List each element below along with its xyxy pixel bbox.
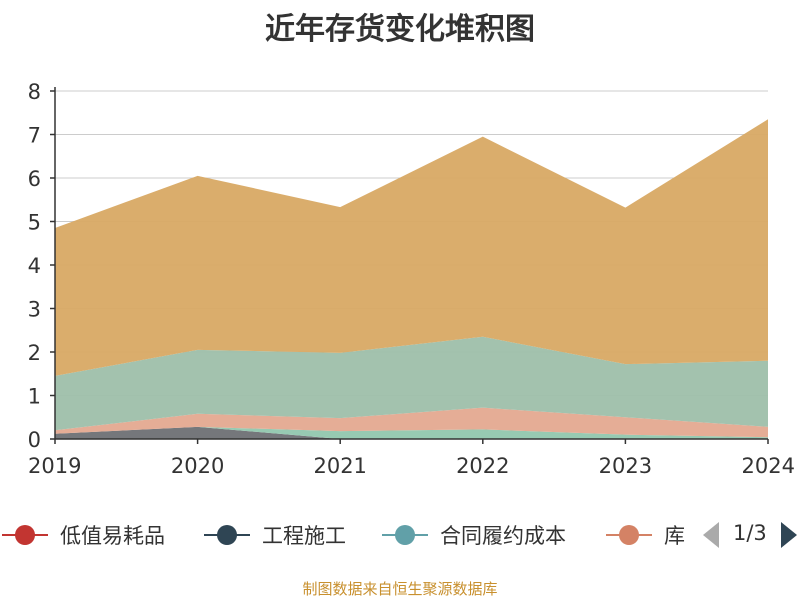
y-tick-label: 7 (28, 124, 41, 148)
legend: 低值易耗品 工程施工 合同履约成本 库 (0, 515, 686, 555)
legend-marker-dot (217, 525, 237, 545)
y-tick-label: 3 (28, 298, 41, 322)
area-series-1 (55, 426, 768, 439)
y-tick-label: 5 (28, 211, 41, 235)
x-tick-label: 2019 (28, 454, 81, 478)
y-tick-label: 6 (28, 167, 41, 191)
legend-page-indicator: 1/3 (733, 521, 767, 545)
y-tick-label: 4 (28, 254, 41, 278)
legend-marker-dot (15, 525, 35, 545)
x-tick-label: 2021 (313, 454, 366, 478)
y-tick-label: 1 (28, 385, 41, 409)
legend-item[interactable]: 合同履约成本 (380, 515, 610, 555)
legend-label: 库 (664, 524, 685, 548)
y-tick-label: 0 (28, 428, 41, 452)
legend-marker-icon (382, 525, 428, 545)
legend-item[interactable]: 低值易耗品 (0, 515, 230, 555)
legend-item[interactable]: 工程施工 (202, 515, 432, 555)
legend-marker-icon (606, 525, 652, 545)
y-tick-label: 2 (28, 341, 41, 365)
chart-title: 近年存货变化堆积图 (265, 12, 535, 47)
area-series-0 (55, 426, 768, 439)
legend-label: 工程施工 (262, 524, 346, 548)
area-series-2 (55, 407, 768, 438)
legend-marker-dot (395, 525, 415, 545)
legend-prev-arrow-icon[interactable] (703, 522, 719, 548)
x-tick-label: 2024 (742, 454, 795, 478)
x-tick-label: 2023 (599, 454, 652, 478)
data-source-note: 制图数据来自恒生聚源数据库 (302, 580, 498, 598)
legend-marker-icon (2, 525, 48, 545)
x-tick-label: 2022 (456, 454, 509, 478)
legend-label: 低值易耗品 (60, 524, 165, 548)
legend-marker-icon (204, 525, 250, 545)
y-tick-label: 8 (28, 80, 41, 104)
area-series-3 (55, 336, 768, 431)
x-tick-label: 2020 (171, 454, 224, 478)
legend-label: 合同履约成本 (440, 524, 566, 548)
legend-pager: 1/3 (703, 518, 800, 552)
legend-next-arrow-icon[interactable] (781, 522, 797, 548)
legend-item[interactable]: 库 (604, 515, 686, 555)
legend-marker-dot (619, 525, 639, 545)
area-series-4 (55, 119, 768, 376)
